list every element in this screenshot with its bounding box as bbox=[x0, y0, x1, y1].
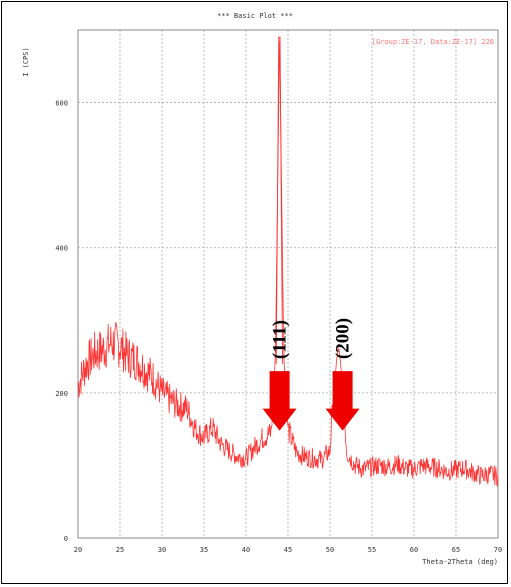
x-tick-label: 25 bbox=[116, 546, 124, 554]
x-tick-label: 60 bbox=[410, 546, 418, 554]
x-tick-label: 50 bbox=[326, 546, 334, 554]
y-tick-label: 400 bbox=[55, 245, 68, 253]
legend-entry: [Group:ZE-17, Data:ZE-17] 226 bbox=[372, 38, 494, 46]
x-tick-label: 35 bbox=[200, 546, 208, 554]
x-axis-label: Theta-2Theta (deg) bbox=[422, 558, 498, 566]
x-tick-label: 55 bbox=[368, 546, 376, 554]
peak-label-111: (111) bbox=[270, 320, 291, 359]
x-tick-label: 20 bbox=[74, 546, 82, 554]
peak-label-200: (200) bbox=[333, 318, 354, 359]
y-axis-label: I (CPS) bbox=[22, 47, 30, 77]
arrow-200 bbox=[325, 371, 360, 431]
x-tick-label: 65 bbox=[452, 546, 460, 554]
arrow-111 bbox=[262, 371, 297, 431]
y-tick-label: 0 bbox=[64, 535, 68, 543]
y-tick-label: 600 bbox=[55, 100, 68, 108]
series-line bbox=[77, 40, 499, 487]
x-tick-label: 45 bbox=[284, 546, 292, 554]
y-tick-label: 200 bbox=[55, 390, 68, 398]
x-tick-label: 40 bbox=[242, 546, 250, 554]
x-tick-label: 70 bbox=[494, 546, 502, 554]
peak-111-line bbox=[275, 36, 283, 364]
x-tick-label: 30 bbox=[158, 546, 166, 554]
plot-title: *** Basic Plot *** bbox=[217, 12, 293, 20]
